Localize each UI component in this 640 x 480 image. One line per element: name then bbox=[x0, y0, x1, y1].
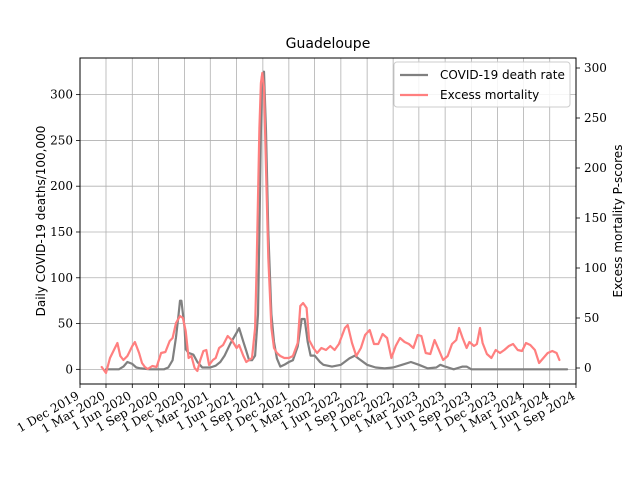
legend-label-excess: Excess mortality bbox=[440, 88, 539, 102]
y-left-tick-label: 150 bbox=[50, 225, 73, 239]
grid-lines bbox=[79, 58, 577, 384]
y-right-tick-label: 0 bbox=[584, 361, 592, 375]
y-left-tick-label: 0 bbox=[65, 362, 73, 376]
y-right-tick-label: 250 bbox=[584, 111, 607, 125]
y-right-tick-label: 150 bbox=[584, 211, 607, 225]
series-line-excess-mortality bbox=[100, 71, 561, 375]
y-axis-left: 0 50 100 150 200 250 300 bbox=[50, 88, 80, 376]
y-right-tick-label: 200 bbox=[584, 161, 607, 175]
y-axis-left-label: Daily COVID-19 deaths/100,000 bbox=[34, 126, 48, 317]
y-right-tick-label: 50 bbox=[584, 311, 599, 325]
y-right-tick-label: 300 bbox=[584, 61, 607, 75]
y-left-tick-label: 100 bbox=[50, 271, 73, 285]
legend-label-covid: COVID-19 death rate bbox=[440, 68, 565, 82]
legend-box bbox=[393, 61, 571, 108]
y-axis-right: 0 50 100 150 200 250 300 bbox=[576, 61, 607, 375]
chart-title: Guadeloupe bbox=[286, 36, 371, 52]
y-right-tick-label: 100 bbox=[584, 261, 607, 275]
plot-frame bbox=[79, 57, 577, 385]
y-left-tick-label: 200 bbox=[50, 179, 73, 193]
y-left-tick-label: 300 bbox=[50, 88, 73, 102]
y-left-tick-label: 50 bbox=[58, 317, 73, 331]
y-axis-right-label: Excess mortality P-scores bbox=[611, 145, 625, 298]
y-left-tick-label: 250 bbox=[50, 133, 73, 147]
plot-series bbox=[100, 70, 569, 375]
legend: COVID-19 death rate Excess mortality bbox=[393, 61, 571, 108]
